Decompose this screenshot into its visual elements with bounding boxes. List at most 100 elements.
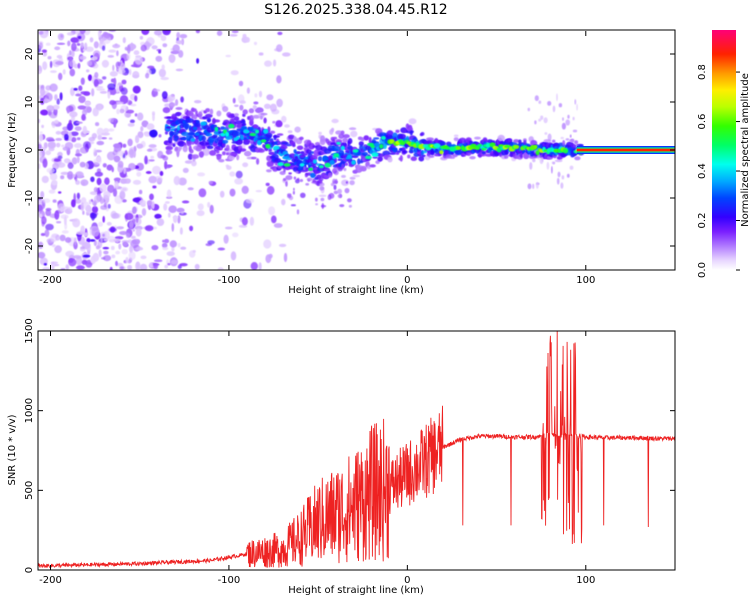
colorbar-label: Normalized spectral amplitude <box>740 73 750 227</box>
spectral-cell <box>420 132 425 136</box>
spectral-cell <box>507 138 513 143</box>
spectral-cell <box>373 137 380 140</box>
spectral-cell <box>50 261 59 265</box>
spectral-cell <box>241 185 249 194</box>
spectral-cell <box>202 147 210 156</box>
spectral-ridge-peak <box>389 139 395 144</box>
spectral-cell <box>38 163 41 170</box>
spectral-cell <box>149 129 158 138</box>
spectral-ridge-peak <box>235 136 240 140</box>
spectral-cell <box>110 78 115 83</box>
spectral-cell <box>51 179 58 186</box>
spectral-cell <box>109 227 117 232</box>
spectral-cell <box>52 162 59 170</box>
spectral-cell <box>285 175 293 181</box>
spectral-cell <box>174 146 179 151</box>
spectral-cell <box>280 144 288 150</box>
spectral-cell <box>177 215 181 224</box>
spectral-cell <box>128 149 134 155</box>
spectral-cell <box>72 218 81 228</box>
spectral-cell <box>258 262 262 270</box>
spectral-cell <box>408 118 417 125</box>
spectral-cell <box>73 143 83 149</box>
spectral-ridge-peak <box>379 144 384 149</box>
spectral-cell <box>55 137 63 141</box>
spectral-cell <box>308 142 315 150</box>
spectral-cell <box>134 113 138 117</box>
spectral-cell <box>540 115 544 120</box>
spectral-cell <box>40 97 45 105</box>
spectral-cell <box>341 163 345 170</box>
spectral-cell <box>86 69 90 73</box>
spectral-cell <box>54 119 59 124</box>
spectral-cell <box>453 137 459 142</box>
spectral-cell <box>169 240 177 248</box>
spectral-cell <box>552 139 556 143</box>
spectral-cell <box>198 151 204 158</box>
spectral-cell <box>396 150 402 153</box>
spectral-cell <box>125 113 131 118</box>
spectral-cell <box>288 172 292 175</box>
spectral-cell <box>148 144 157 148</box>
spectral-cell <box>121 79 127 85</box>
spectral-cell <box>91 133 98 139</box>
spectral-cell <box>212 142 218 146</box>
spectral-cell <box>266 169 272 173</box>
spectral-cell <box>40 191 45 199</box>
spectral-cell <box>350 130 358 138</box>
spectral-cell <box>102 76 107 80</box>
spectral-cell <box>236 154 240 161</box>
spectral-cell <box>151 111 156 116</box>
spectral-cell <box>175 40 184 45</box>
spectral-ridge-peak <box>282 156 288 160</box>
spectral-cell <box>93 41 99 49</box>
spectral-cell <box>372 156 378 159</box>
spectral-ridge-peak <box>455 146 462 150</box>
spectral-cell <box>107 184 115 194</box>
spectral-cell <box>61 230 69 234</box>
spectral-cell <box>497 134 505 142</box>
spectral-cell <box>352 174 360 178</box>
spectral-cell <box>130 64 138 68</box>
spectral-cell <box>560 136 564 140</box>
spectral-cell <box>76 231 85 236</box>
spectral-cell <box>86 243 91 253</box>
spectral-cell <box>111 212 120 219</box>
spectral-cell <box>529 162 533 170</box>
snr-panel: -200 -100 0 100 0 500 1000 1500 Height of stra… <box>7 318 676 596</box>
x-tick-label: 0 <box>404 275 410 286</box>
spectral-cell <box>215 154 223 157</box>
spectral-cell <box>132 228 136 232</box>
spectral-cell <box>68 119 72 125</box>
spectral-cell <box>93 148 97 157</box>
spectral-cell <box>345 181 348 184</box>
spectral-cell <box>113 143 121 149</box>
spectral-cell <box>551 166 553 174</box>
spectral-cell <box>79 161 86 168</box>
spectral-cell <box>222 106 229 112</box>
spectral-cell <box>80 246 85 250</box>
spectral-cell <box>56 221 62 224</box>
spectral-cell <box>115 250 121 255</box>
spectral-cell <box>86 238 91 243</box>
spectral-cell <box>116 50 119 57</box>
spectral-cell <box>239 100 246 104</box>
spectral-cell <box>175 68 184 72</box>
spectral-cell <box>165 149 173 155</box>
spectral-cell <box>92 107 99 117</box>
spectral-cell <box>71 115 75 123</box>
spectral-cell <box>102 163 107 168</box>
spectral-cell <box>241 217 248 226</box>
spectral-ridge-peak <box>444 146 451 150</box>
spectral-cell <box>331 127 335 132</box>
spectral-cell <box>189 225 194 232</box>
spectral-cell <box>245 198 255 204</box>
spectral-cell <box>166 189 172 198</box>
y-tick-label: 1500 <box>24 318 35 343</box>
y-tick-label: 20 <box>24 48 35 61</box>
colorbar-tick-label: 0.0 <box>697 262 708 278</box>
spectral-cell <box>89 37 94 43</box>
spectral-cell <box>116 84 119 93</box>
y-tick-label: 1000 <box>24 398 35 423</box>
spectral-cell <box>340 130 345 136</box>
